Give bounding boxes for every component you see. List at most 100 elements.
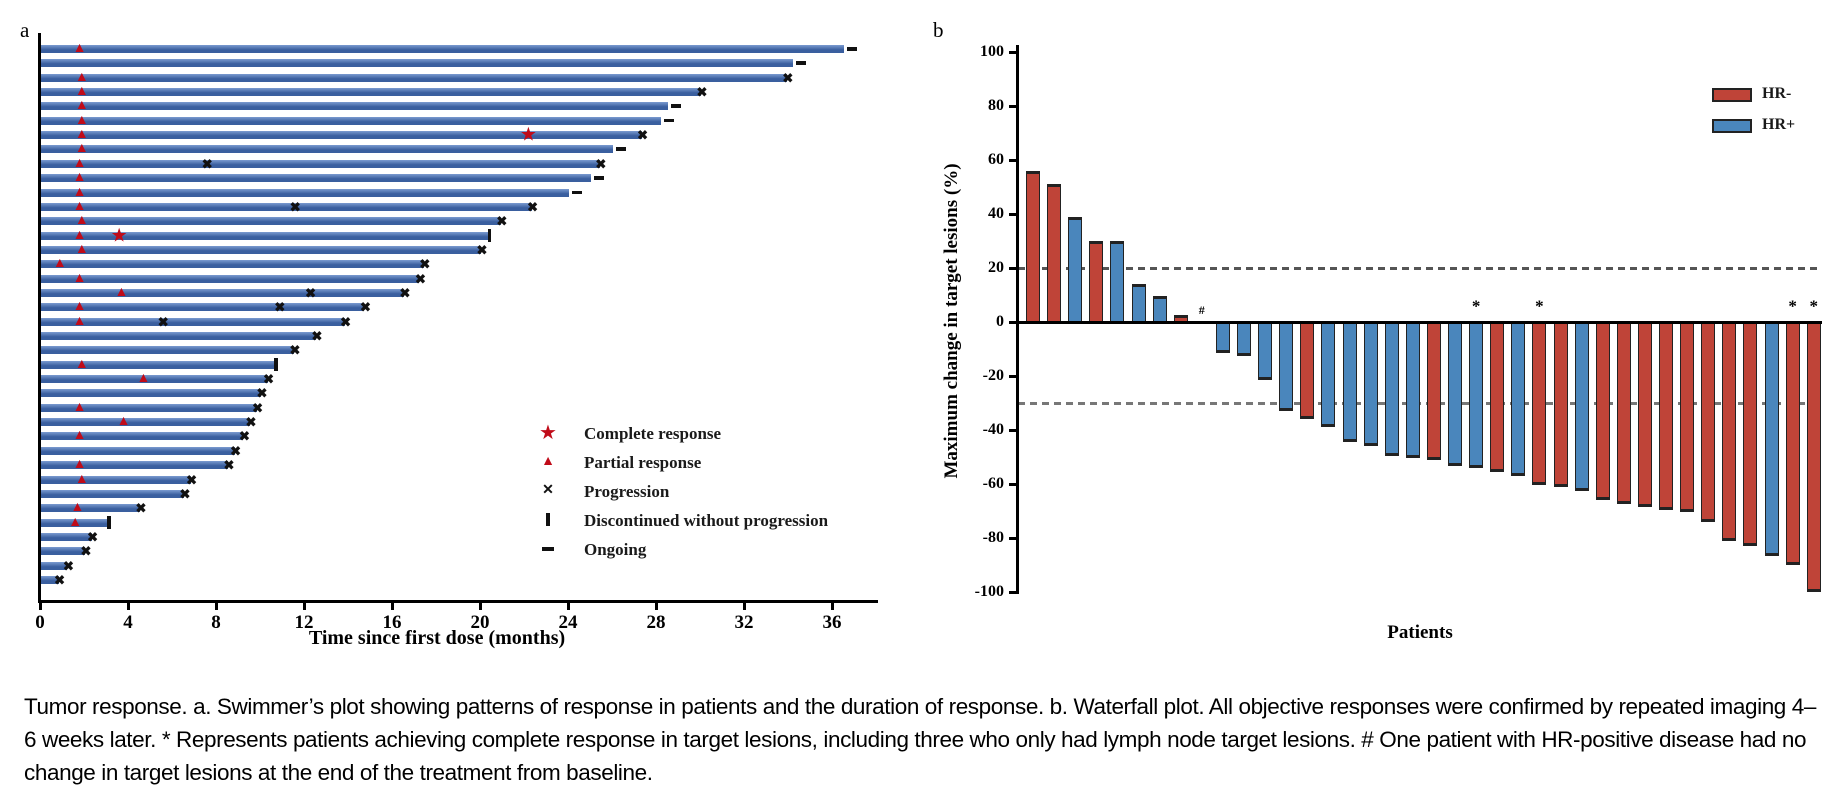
- reference-line-20: [1018, 266, 1822, 270]
- waterfall-bar: [1574, 322, 1589, 491]
- swimmer-x-tick-label: 32: [734, 612, 754, 633]
- waterfall-y-axis-title: Maximum change in target lesions (%): [941, 163, 962, 479]
- bar-annotation: *: [1809, 296, 1818, 316]
- waterfall-y-tick: [1009, 483, 1018, 486]
- waterfall-bar: [1448, 322, 1462, 467]
- partial-response-marker: ▲: [72, 170, 87, 186]
- waterfall-bar: [1300, 322, 1315, 420]
- waterfall-y-tick: [1009, 321, 1018, 324]
- swimmer-x-tick: [127, 602, 130, 610]
- partial-response-marker: ▲: [74, 112, 89, 128]
- waterfall-y-tick-label: 0: [996, 313, 1004, 330]
- swimmer-bar: [41, 432, 244, 441]
- swimmer-x-tick-label: 8: [211, 612, 221, 633]
- waterfall-bar: [1553, 322, 1568, 487]
- swimmer-bar: [41, 403, 257, 412]
- partial-response-marker: ▲: [72, 155, 87, 171]
- swimmer-x-tick-label: 16: [382, 612, 402, 633]
- swimmer-bar: [41, 59, 794, 68]
- waterfall-bar: [1637, 322, 1652, 507]
- waterfall-bar: [1743, 322, 1758, 547]
- progression-end-marker: ✖: [230, 443, 242, 459]
- partial-response-marker: ▲: [74, 141, 89, 157]
- waterfall-y-tick: [1009, 213, 1018, 216]
- legend-swatch-HR+: [1712, 119, 1752, 133]
- swimmer-x-tick-label: 20: [470, 612, 490, 633]
- waterfall-bar: [1426, 322, 1441, 460]
- partial-response-marker: ▲: [72, 299, 87, 315]
- legend-item-label: Discontinued without progression: [584, 511, 829, 530]
- waterfall-bar: [1215, 322, 1230, 354]
- swimmer-bar: [41, 217, 501, 226]
- waterfall-y-tick-label: -60: [982, 475, 1004, 492]
- ongoing-legend-icon: [542, 547, 554, 551]
- partial-response-marker: ▲: [116, 414, 131, 430]
- waterfall-bar: [1532, 322, 1547, 486]
- waterfall-y-tick: [1009, 537, 1018, 540]
- ongoing-end-marker: [594, 176, 604, 180]
- waterfall-bar: [1405, 322, 1420, 459]
- waterfall-y-tick-label: 60: [988, 151, 1004, 168]
- partial-response-marker: ▲: [52, 256, 67, 272]
- swimmer-x-tick: [479, 602, 482, 610]
- swimmer-bar: [41, 547, 85, 556]
- ongoing-end-marker: [616, 147, 626, 151]
- discontinued-legend-icon: [546, 513, 550, 526]
- waterfall-y-tick: [1009, 375, 1018, 378]
- waterfall-bar: [1806, 322, 1821, 592]
- swimmer-bar: [41, 260, 424, 269]
- partial-response-marker: ▲: [74, 69, 89, 85]
- waterfall-y-tick-label: -40: [982, 421, 1004, 438]
- waterfall-y-tick: [1009, 591, 1018, 594]
- swimmer-bar: [41, 88, 701, 97]
- waterfall-bar: [1764, 322, 1779, 556]
- swimmer-bar: [41, 159, 600, 168]
- partial-response-marker: ▲: [72, 227, 87, 243]
- progression-end-marker: ✖: [80, 543, 92, 559]
- swimmer-bar: [41, 231, 488, 240]
- waterfall-bar: [1659, 322, 1673, 510]
- legend-item-label: Ongoing: [584, 540, 647, 559]
- progression-end-marker: ✖: [340, 314, 352, 330]
- waterfall-bar: [1511, 322, 1526, 476]
- waterfall-y-axis-line: [1016, 45, 1019, 594]
- partial-response-marker: ▲: [72, 428, 87, 444]
- waterfall-bar: [1026, 170, 1040, 322]
- complete-response-legend-icon: ★: [539, 422, 557, 444]
- legend-item-label: HR-: [1762, 85, 1792, 102]
- partial-response-marker: ▲: [74, 471, 89, 487]
- progression-end-marker: ✖: [782, 70, 794, 86]
- swimmer-bar: [41, 346, 294, 355]
- progression-end-marker: ✖: [245, 414, 257, 430]
- swimmer-x-tick: [567, 602, 570, 610]
- bar-annotation: *: [1788, 296, 1797, 316]
- swimmer-x-tick: [831, 602, 834, 610]
- waterfall-bar: [1490, 322, 1505, 472]
- waterfall-bar: [1152, 296, 1167, 322]
- swimmer-x-tick-label: 4: [123, 612, 133, 633]
- swimmer-bar: [41, 145, 613, 154]
- swimmer-bar: [41, 45, 844, 53]
- progression-end-marker: ✖: [256, 385, 268, 401]
- swimmer-bar: [41, 332, 316, 340]
- waterfall-y-tick-label: -80: [982, 529, 1004, 546]
- progression-end-marker: ✖: [54, 572, 66, 588]
- swimmer-bar: [41, 561, 68, 570]
- waterfall-zero-line: [1016, 320, 1822, 324]
- swimmer-bar: [41, 116, 662, 125]
- discontinued-end-marker: [487, 229, 492, 243]
- swimmer-bar: [41, 317, 345, 326]
- bar-annotation: *: [1471, 296, 1481, 316]
- swimmer-x-tick: [39, 602, 42, 610]
- swimmer-x-axis-line: [38, 600, 878, 603]
- legend-item-label: Partial response: [584, 453, 702, 472]
- swimmer-bar: [41, 418, 250, 427]
- waterfall-x-axis-title: Patients: [1387, 622, 1453, 643]
- waterfall-bar: [1701, 322, 1716, 522]
- waterfall-y-tick: [1009, 105, 1018, 108]
- progression-end-marker: ✖: [62, 558, 74, 574]
- progression-end-marker: ✖: [87, 529, 99, 545]
- ongoing-end-marker: [671, 104, 681, 108]
- swimmer-x-tick-label: 0: [35, 612, 45, 633]
